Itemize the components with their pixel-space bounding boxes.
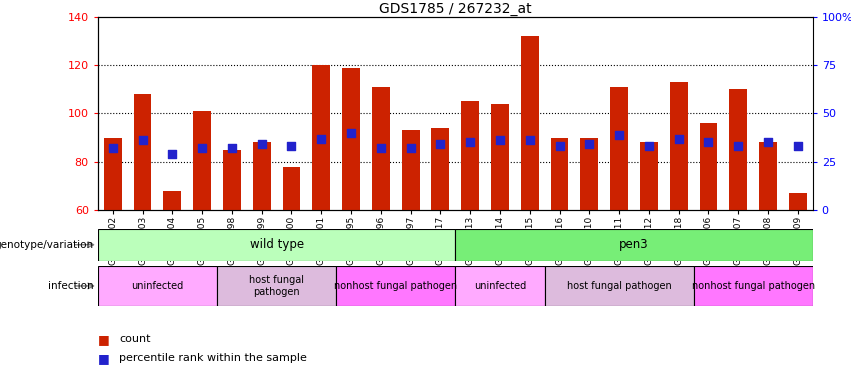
Text: uninfected: uninfected <box>131 281 184 291</box>
Bar <box>729 89 747 210</box>
Bar <box>551 138 568 210</box>
Bar <box>491 104 509 210</box>
Text: ■: ■ <box>98 352 110 364</box>
Bar <box>98 229 455 261</box>
Bar <box>455 229 813 261</box>
Point <box>463 140 477 146</box>
Point <box>791 143 805 149</box>
Point <box>553 143 567 149</box>
Bar <box>98 266 217 306</box>
Bar <box>134 94 151 210</box>
Point <box>106 145 119 151</box>
Text: nonhost fungal pathogen: nonhost fungal pathogen <box>334 281 457 291</box>
Bar <box>580 138 598 210</box>
Bar <box>694 266 813 306</box>
Text: nonhost fungal pathogen: nonhost fungal pathogen <box>692 281 814 291</box>
Bar <box>402 130 420 210</box>
Text: infection: infection <box>48 281 94 291</box>
Point <box>642 143 655 149</box>
Text: percentile rank within the sample: percentile rank within the sample <box>119 353 307 363</box>
Bar <box>372 87 390 210</box>
Bar <box>521 36 539 210</box>
Point <box>225 145 238 151</box>
Point <box>284 143 298 149</box>
Point <box>493 138 506 144</box>
Point <box>701 140 715 146</box>
Title: GDS1785 / 267232_at: GDS1785 / 267232_at <box>379 2 532 16</box>
Bar <box>670 82 688 210</box>
Text: host fungal
pathogen: host fungal pathogen <box>249 275 304 297</box>
Point <box>255 141 269 147</box>
Bar <box>193 111 211 210</box>
Point <box>731 143 745 149</box>
Point <box>433 141 448 147</box>
Bar <box>455 266 545 306</box>
Point <box>165 151 179 157</box>
Point <box>374 145 387 151</box>
Bar <box>342 68 360 210</box>
Bar <box>163 190 181 210</box>
Bar <box>700 123 717 210</box>
Point <box>136 138 150 144</box>
Point <box>196 145 209 151</box>
Bar <box>312 65 330 210</box>
Point <box>523 138 536 144</box>
Point <box>582 141 596 147</box>
Point <box>315 135 328 141</box>
Text: host fungal pathogen: host fungal pathogen <box>567 281 671 291</box>
Bar <box>283 166 300 210</box>
Bar <box>217 266 336 306</box>
Text: pen3: pen3 <box>620 238 648 251</box>
Bar <box>545 266 694 306</box>
Point <box>672 135 686 141</box>
Text: wild type: wild type <box>249 238 304 251</box>
Bar <box>461 101 479 210</box>
Bar <box>431 128 449 210</box>
Bar <box>223 150 241 210</box>
Bar <box>336 266 455 306</box>
Point <box>403 145 417 151</box>
Bar <box>759 142 777 210</box>
Point <box>344 130 357 136</box>
Text: uninfected: uninfected <box>474 281 526 291</box>
Bar <box>104 138 122 210</box>
Bar <box>253 142 271 210</box>
Text: genotype/variation: genotype/variation <box>0 240 94 250</box>
Text: ■: ■ <box>98 333 110 346</box>
Bar <box>789 193 807 210</box>
Point <box>612 132 625 138</box>
Text: count: count <box>119 334 151 344</box>
Bar <box>640 142 658 210</box>
Bar <box>610 87 628 210</box>
Point <box>761 140 774 146</box>
